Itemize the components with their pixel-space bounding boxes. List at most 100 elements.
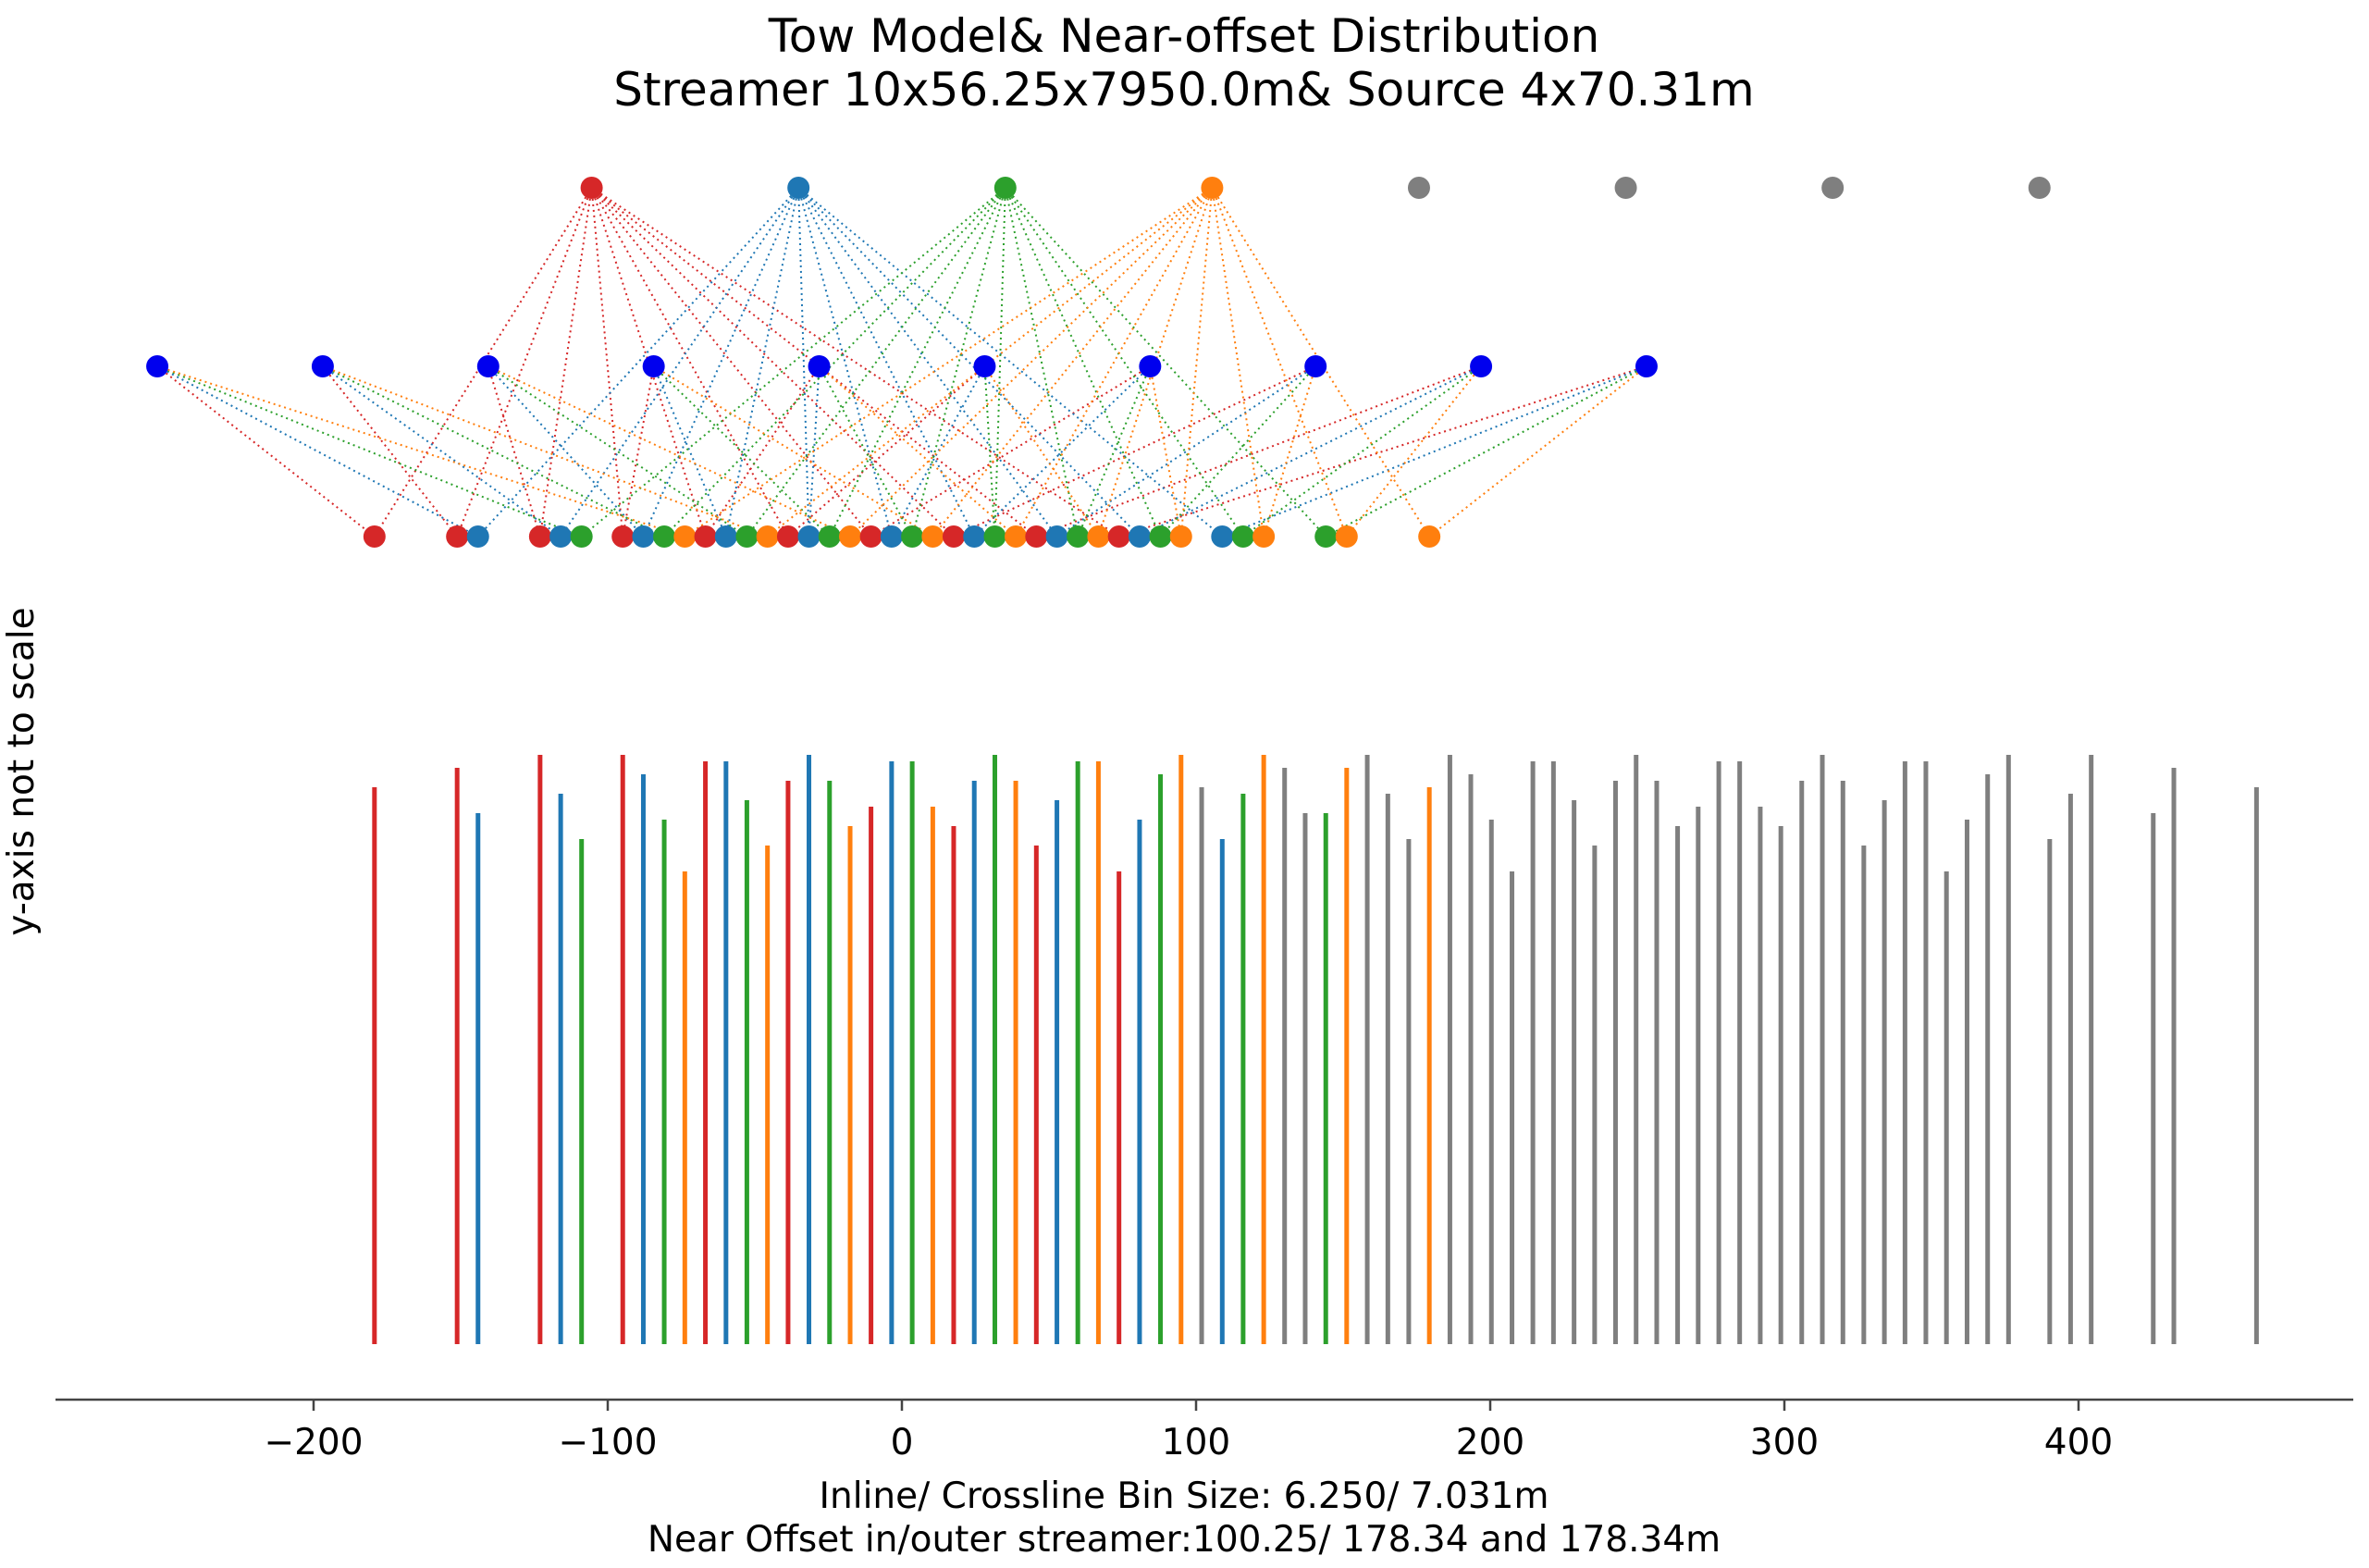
midpoint-point	[901, 525, 924, 548]
chart-title-line-2: Streamer 10x56.25x7950.0m& Source 4x70.3…	[613, 63, 1754, 117]
midpoint-point	[528, 525, 551, 548]
streamer-connector-line	[487, 365, 541, 537]
source-connector-line	[590, 187, 789, 537]
streamer-connector-line	[704, 365, 821, 537]
streamer-points	[146, 355, 1658, 377]
x-tick-label: 200	[1456, 1422, 1524, 1463]
midpoint-point	[549, 525, 573, 548]
midpoint-point	[880, 525, 903, 548]
x-tick-label: −200	[264, 1422, 363, 1463]
midpoint-point	[1252, 525, 1276, 548]
streamer-connector-line	[1077, 365, 1152, 537]
streamer-connector-line	[1035, 365, 1482, 537]
midpoint-point	[1025, 525, 1048, 548]
midpoint-point	[839, 525, 862, 548]
source-connector-line	[797, 187, 1141, 537]
midpoint-point	[694, 525, 717, 548]
source-point	[580, 177, 603, 199]
source-connector-line	[456, 187, 593, 537]
midpoint-point	[653, 525, 676, 548]
source-connector-line	[1015, 187, 1214, 537]
midpoint-point	[1335, 525, 1358, 548]
x-axis-label-line-1: Inline/ Crossline Bin Size: 6.250/ 7.031…	[820, 1475, 1549, 1517]
streamer-point	[642, 355, 665, 377]
midpoint-point	[570, 525, 593, 548]
streamer-connector-line	[983, 365, 996, 537]
source-connector-line	[1005, 187, 1326, 537]
streamer-connector-line	[1346, 365, 1482, 537]
source-connector-line	[1004, 187, 1080, 537]
x-tick-label: 100	[1162, 1422, 1230, 1463]
midpoint-point	[735, 525, 759, 548]
midpoint-point	[1045, 525, 1068, 548]
streamer-point	[476, 355, 500, 377]
source-connector-line	[1211, 187, 1348, 537]
streamer-connector-line	[1221, 365, 1647, 537]
streamer-connector-line	[787, 365, 986, 537]
streamer-connector-line	[156, 365, 583, 537]
streamer-connector-line	[973, 365, 1152, 537]
source-connector-line	[746, 187, 1006, 537]
midpoint-point	[714, 525, 737, 548]
source-connector-line	[1004, 187, 1244, 537]
midpoint-point	[1211, 525, 1234, 548]
midpoint-point	[632, 525, 655, 548]
source-point	[1407, 177, 1430, 199]
midpoint-point	[756, 525, 779, 548]
midpoint-point	[673, 525, 697, 548]
streamer-connector-line	[652, 365, 727, 537]
streamer-point	[808, 355, 831, 377]
x-axis-label-line-2: Near Offset in/outer streamer:100.25/ 17…	[648, 1519, 1721, 1561]
source-point	[1614, 177, 1637, 199]
x-tick-label: 0	[891, 1422, 914, 1463]
midpoint-points	[363, 525, 1441, 548]
streamer-point	[1139, 355, 1162, 377]
streamer-connector-line	[487, 365, 747, 537]
streamer-connector-line	[1118, 365, 1647, 537]
streamer-point	[973, 355, 996, 377]
midpoint-point	[1005, 525, 1028, 548]
streamer-connector-line	[1139, 365, 1482, 537]
streamer-connector-line	[322, 365, 458, 537]
streamer-connector-line	[487, 365, 645, 537]
streamer-connector-line	[487, 365, 851, 537]
source-connector-line	[1211, 187, 1265, 537]
midpoint-point	[466, 525, 489, 548]
midpoint-point	[797, 525, 821, 548]
source-connector-line	[797, 187, 810, 537]
source-connector-line	[993, 187, 1006, 537]
midpoint-point	[1149, 525, 1172, 548]
source-connector-line	[590, 187, 624, 537]
source-connector-line	[560, 187, 800, 537]
x-tick-label: −100	[558, 1422, 657, 1463]
x-axis-ticks: −200 −100 0 100 200 300 400	[264, 1400, 2113, 1463]
streamer-connector-line	[322, 365, 769, 537]
streamer-connector-line	[1263, 365, 1317, 537]
streamer-connector-line	[953, 365, 1316, 537]
source-points	[580, 177, 2051, 199]
midpoint-point	[983, 525, 1006, 548]
source-connector-line	[797, 187, 976, 537]
midpoint-point	[611, 525, 635, 548]
source-connector-line	[911, 187, 1006, 537]
midpoint-point	[818, 525, 841, 548]
streamer-connector-line	[818, 365, 914, 537]
x-tick-label: 400	[2044, 1422, 2113, 1463]
source-point	[993, 177, 1017, 199]
connector-lines	[156, 187, 1647, 537]
midpoint-point	[1169, 525, 1192, 548]
streamer-point	[1304, 355, 1327, 377]
streamer-connector-line	[156, 365, 376, 537]
midpoint-point	[963, 525, 986, 548]
streamer-connector-line	[983, 365, 1100, 537]
source-connector-line	[932, 187, 1214, 537]
streamer-connector-line	[653, 365, 933, 537]
midpoint-point	[1231, 525, 1254, 548]
chart-title-line-1: Tow Model& Near-offset Distribution	[768, 9, 1600, 63]
midpoint-point	[859, 525, 882, 548]
source-connector-line	[538, 187, 593, 537]
streamer-connector-line	[322, 365, 561, 537]
source-point	[1201, 177, 1224, 199]
streamer-connector-line	[870, 365, 1151, 537]
